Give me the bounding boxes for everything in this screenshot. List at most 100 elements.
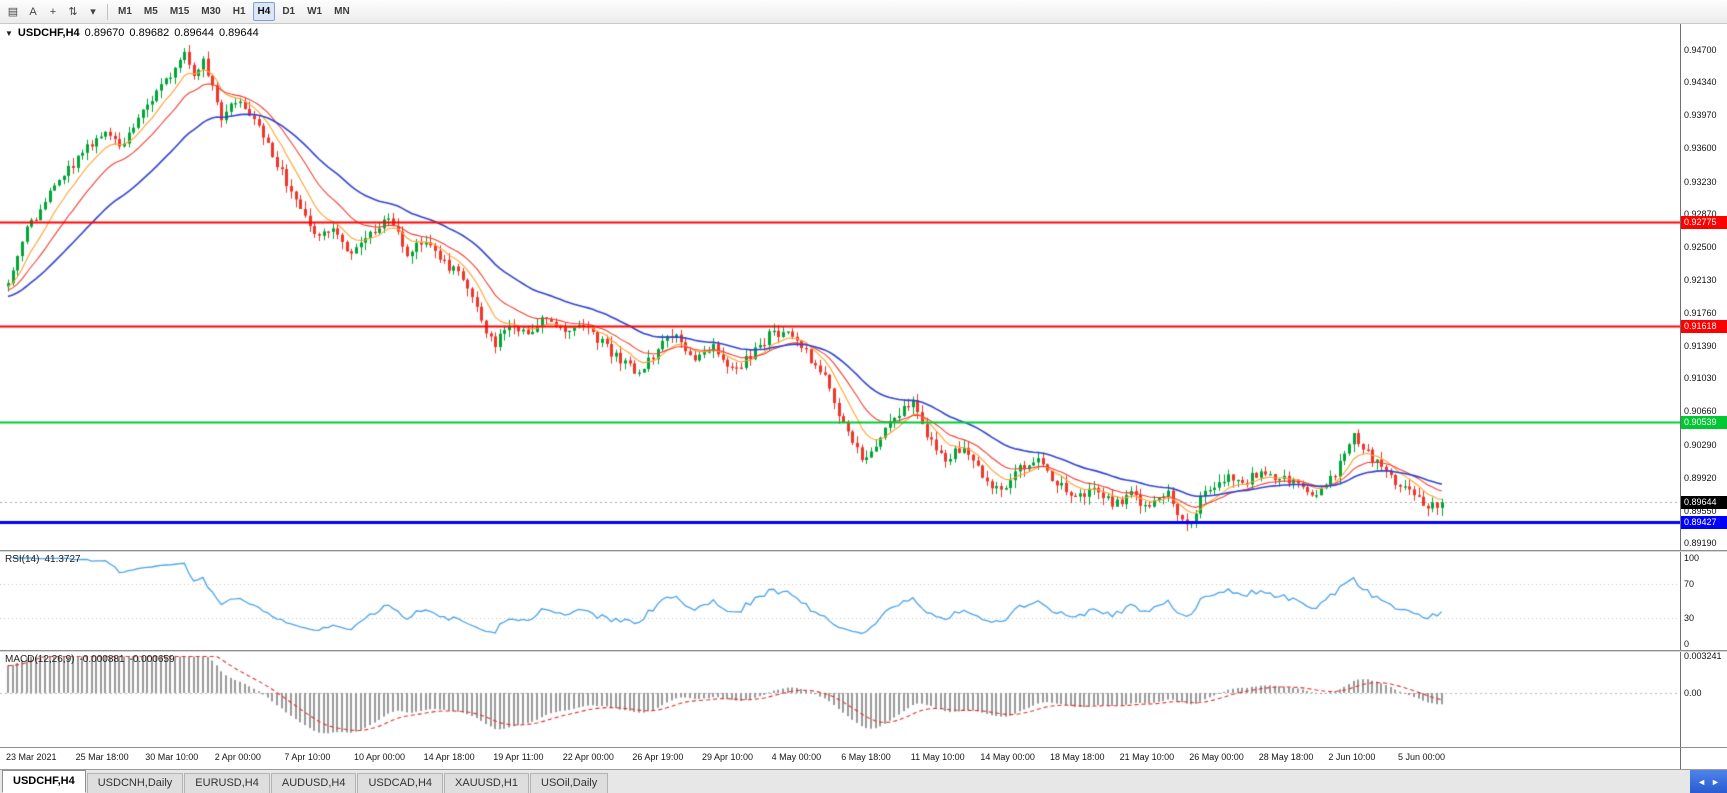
time-axis-label: 22 Apr 00:00 (562, 752, 614, 762)
timeframe-h1-button[interactable]: H1 (232, 6, 246, 17)
macd-canvas[interactable] (0, 652, 1680, 748)
rsi-value: 41.3727 (44, 554, 81, 565)
chart-tab-xauusd-h1[interactable]: XAUUSD,H1 (444, 773, 529, 793)
time-axis-label: 18 May 18:00 (1050, 752, 1105, 762)
time-axis-label: 6 May 18:00 (841, 752, 891, 762)
price-axis-label: 0.91390 (1684, 341, 1717, 352)
rsi-axis-label: 30 (1684, 613, 1695, 624)
time-axis-label: 26 May 00:00 (1189, 752, 1244, 762)
time-axis-separator (0, 747, 1727, 748)
time-axis-label: 11 May 10:00 (910, 752, 965, 762)
price-axis-label: 0.94700 (1684, 45, 1717, 56)
ohlc-open: 0.89670 (84, 27, 125, 39)
rsi-label: RSI(14) 41.3727 (5, 554, 81, 565)
timeframe-m1-button[interactable]: M1 (118, 6, 132, 17)
time-axis-label: 5 Jun 00:00 (1398, 752, 1446, 762)
rsi-canvas[interactable] (0, 552, 1680, 650)
chart-tab-usdcnh-daily[interactable]: USDCNH,Daily (86, 773, 184, 793)
price-axis-label: 0.91760 (1684, 308, 1717, 319)
price-axis-label: 0.89920 (1684, 472, 1717, 483)
top-toolbar: ▤ A + ⇅ ▾ M1 M5 M15 M30 H1 H4 D1 W1 MN (0, 0, 1727, 24)
ohlc-low: 0.89644 (174, 27, 214, 39)
price-axis-label: 0.92870 (1684, 208, 1717, 219)
chart-tab-usdcad-h4[interactable]: USDCAD,H4 (357, 773, 444, 793)
tab-scroll-left-arrow[interactable]: ◄ (1697, 776, 1706, 787)
rsi-axis-label: 70 (1684, 578, 1695, 589)
price-axis-label: 0.93230 (1684, 176, 1717, 187)
price-axis-label: 0.90290 (1684, 439, 1717, 450)
price-axis-label: 0.91030 (1684, 373, 1717, 384)
rsi-indicator-pane: RSI(14) 41.3727 (0, 552, 1680, 650)
collapse-arrow-icon[interactable]: ▼ (5, 28, 13, 38)
price-axis-label: 0.93970 (1684, 110, 1717, 121)
toolbar-icon-group: ▤ A + ⇅ ▾ (4, 2, 102, 21)
price-axis-label: 0.90660 (1684, 406, 1717, 417)
time-axis-label: 7 Apr 10:00 (284, 752, 331, 762)
price-axis-label: 0.92500 (1684, 241, 1717, 252)
level-price-badge: 0.92775 (1681, 216, 1727, 230)
candlestick-chart-canvas[interactable] (0, 24, 1680, 550)
macd-axis-label: 0.00 (1684, 687, 1702, 698)
time-axis-label: 19 Apr 11:00 (493, 752, 544, 762)
timeframe-w1-button[interactable]: W1 (307, 6, 323, 17)
chart-window-icon[interactable]: ▤ (7, 6, 19, 18)
main-chart-pane: ▼ USDCHF,H4 0.89670 0.89682 0.89644 0.89… (0, 24, 1680, 550)
timeframe-m5-button[interactable]: M5 (143, 6, 158, 17)
time-axis-label: 23 Mar 2021 (6, 752, 57, 762)
time-axis-label: 14 May 00:00 (980, 752, 1035, 762)
time-axis-label: 26 Apr 19:00 (632, 752, 684, 762)
chart-tab-eurusd-h4[interactable]: EURUSD,H4 (184, 773, 270, 793)
tab-scrollbar: ◄ ► (1690, 770, 1727, 793)
chart-symbol-period: USDCHF,H4 (17, 27, 80, 39)
time-axis-label: 4 May 00:00 (771, 752, 822, 762)
time-axis[interactable]: 23 Mar 2021 25 Mar 18:00 30 Mar 10:00 2 Apr… (0, 748, 1680, 769)
indicators-icon[interactable]: ⇅ (68, 6, 78, 18)
chart-area: ▼ USDCHF,H4 0.89670 0.89682 0.89644 0.89… (0, 24, 1727, 769)
macd-label: MACD(12,26,9) -0.000881 -0.000659 (5, 654, 175, 665)
chart-title: ▼ USDCHF,H4 0.89670 0.89682 0.89644 0.89… (5, 27, 259, 39)
pane-divider-rsi-macd[interactable] (0, 650, 1727, 652)
macd-value-main: -0.000881 (79, 654, 125, 665)
chart-tab-usoil-daily[interactable]: USOil,Daily (530, 773, 609, 793)
level-price-badge: 0.89427 (1681, 515, 1727, 529)
rsi-name: RSI(14) (5, 554, 40, 565)
level-price-badge: 0.91618 (1681, 319, 1727, 333)
crosshair-icon[interactable]: + (49, 5, 57, 18)
timeframe-d1-button[interactable]: D1 (282, 6, 296, 17)
time-axis-label: 29 Apr 10:00 (702, 752, 754, 762)
tab-scroll-right-arrow[interactable]: ► (1711, 776, 1720, 787)
price-axis-label: 0.89190 (1684, 538, 1717, 549)
price-axis[interactable]: 0.94700 0.94340 0.93970 0.93600 0.93230 0.928… (1680, 24, 1727, 769)
toolbar-separator (107, 3, 108, 20)
chart-tab-bar: USDCHF,H4 USDCNH,Daily EURUSD,H4 AUDUSD,H4 U… (0, 769, 1727, 793)
timeframe-h4-button[interactable]: H4 (252, 2, 276, 21)
rsi-axis-label: 0 (1684, 639, 1690, 649)
timeframe-m30-button[interactable]: M30 (201, 6, 221, 17)
chart-tab-audusd-h4[interactable]: AUDUSD,H4 (270, 773, 357, 793)
chart-tabs: USDCHF,H4 USDCNH,Daily EURUSD,H4 AUDUSD,H4 U… (0, 770, 1690, 793)
indicators-dropdown-caret-icon[interactable]: ▾ (90, 6, 96, 18)
ohlc-close: 0.89644 (218, 27, 259, 39)
macd-name: MACD(12,26,9) (5, 654, 75, 665)
pane-divider-main-rsi[interactable] (0, 550, 1727, 552)
annotation-text-icon[interactable]: A (29, 5, 37, 18)
chart-tab-usdchf-h4[interactable]: USDCHF,H4 (2, 770, 86, 793)
time-axis-label: 2 Jun 10:00 (1328, 752, 1376, 762)
timeframe-button-group: M1 M5 M15 M30 H1 H4 D1 W1 MN (113, 2, 355, 21)
time-axis-label: 2 Apr 00:00 (214, 752, 261, 762)
time-axis-label: 30 Mar 10:00 (145, 752, 199, 762)
time-axis-label: 10 Apr 00:00 (354, 752, 406, 762)
price-axis-label: 0.93600 (1684, 143, 1717, 154)
price-axis-label: 0.89550 (1684, 505, 1717, 516)
timeframe-mn-button[interactable]: MN (334, 6, 350, 17)
time-axis-label: 28 May 18:00 (1258, 752, 1314, 762)
current-price-badge: 0.89644 (1681, 496, 1727, 510)
ohlc-high: 0.89682 (129, 27, 170, 39)
macd-axis-label: 0.003241 (1684, 651, 1722, 661)
timeframe-m15-button[interactable]: M15 (169, 6, 190, 17)
price-axis-label: 0.92130 (1684, 274, 1717, 285)
time-axis-label: 14 Apr 18:00 (423, 752, 475, 762)
macd-indicator-pane: MACD(12,26,9) -0.000881 -0.000659 (0, 652, 1680, 748)
rsi-axis-label: 100 (1684, 553, 1700, 563)
